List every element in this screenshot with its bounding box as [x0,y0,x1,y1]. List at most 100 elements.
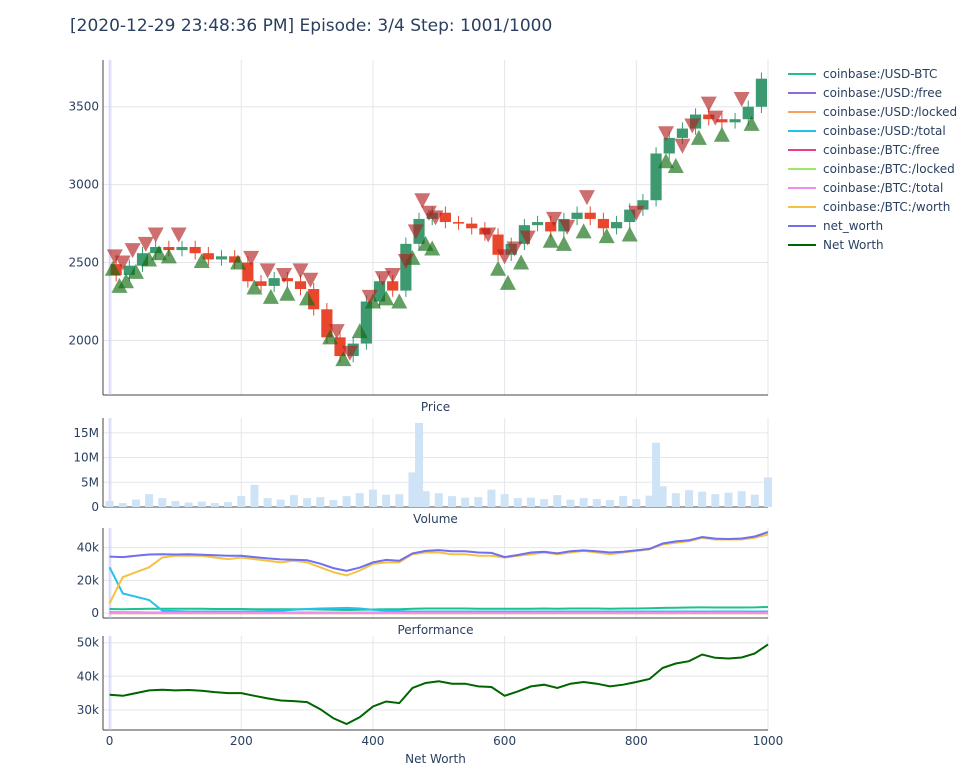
performance-panel: 0 20k 40k Performance [77,528,769,637]
volume-bar [329,500,338,507]
y-tick-label: 50k [77,636,99,650]
volume-bar [526,497,535,507]
candle-body [729,119,741,123]
start-marker [108,528,112,618]
buy-marker [299,290,316,306]
sell-marker [480,227,497,243]
sell-marker [341,345,358,361]
buy-marker [743,115,760,131]
volume-bar [197,501,206,507]
buy-marker [150,245,167,261]
legend-item[interactable]: coinbase:/USD:/free [788,86,942,100]
candle-body [123,265,135,276]
candle-body [202,253,214,260]
volume-bar [658,486,667,507]
sell-marker [707,110,724,126]
sell-marker [292,263,309,279]
x-tick-label: 600 [493,734,516,748]
candle-body [294,281,307,290]
volume-bar [171,501,180,507]
y-tick-label: 10M [73,451,99,465]
legend-item[interactable]: coinbase:/BTC:/free [788,143,940,157]
volume-bar [447,496,456,507]
y-tick-label: 2000 [68,333,99,347]
legend[interactable]: coinbase:/USD-BTC coinbase:/USD:/free coin… [788,67,957,252]
candle-body [255,281,267,286]
candle-body [242,262,254,282]
volume-bar [105,501,114,507]
buy-marker [262,288,279,304]
legend-item[interactable]: coinbase:/BTC:/total [788,181,943,195]
volume-bar [237,496,246,507]
volume-bar [316,497,325,507]
volume-bar [415,422,424,507]
volume-bar [684,490,693,507]
legend-label: coinbase:/USD:/locked [823,105,957,119]
legend-item[interactable]: coinbase:/BTC:/worth [788,200,950,214]
candle-body [229,256,241,263]
start-marker [108,636,112,730]
legend-item[interactable]: coinbase:/USD:/locked [788,105,957,119]
sell-marker [546,211,563,227]
y-tick-label: 40k [77,669,99,683]
volume-bar [605,500,614,507]
volume-bar [592,499,601,507]
sell-marker [733,91,750,107]
buy-marker [104,260,121,276]
net-worth-panel: 30k 40k 50k Net Worth 0 200 400 600 800 1000 [77,636,783,766]
legend-item[interactable]: Net Worth [788,238,884,252]
x-tick-label: 800 [625,734,648,748]
legend-item[interactable]: coinbase:/USD:/total [788,124,946,138]
buy-marker [111,277,128,293]
volume-bar [724,492,733,507]
legend-label: coinbase:/BTC:/free [823,143,940,157]
buy-marker [160,248,177,264]
sell-marker [276,268,293,284]
candle-body [334,337,346,357]
sell-marker [137,236,154,252]
volume-bar [652,442,661,507]
legend-item[interactable]: net_worth [788,219,883,233]
legend-label: coinbase:/USD:/free [823,86,942,100]
sell-marker [657,126,674,142]
volume-bar [737,491,746,507]
volume-bar [250,484,259,507]
buy-marker [621,226,638,242]
volume-bar [632,499,641,507]
volume-bar [566,499,575,507]
sell-marker [559,219,576,235]
legend-label: coinbase:/BTC:/total [823,181,943,195]
buy-marker [555,235,572,251]
candle-body [584,212,596,219]
y-tick-label: 20k [77,573,99,587]
buy-marker [351,323,368,339]
sell-marker [414,193,431,209]
buy-marker [364,293,381,309]
x-tick-label: 1000 [753,734,784,748]
sell-marker [427,210,444,226]
buy-marker [141,251,158,267]
legend-item[interactable]: coinbase:/USD-BTC [788,67,937,81]
price-panel: 2000 2500 3000 3500 Price [68,60,769,414]
sell-marker [170,227,187,243]
x-tick-label: 200 [230,734,253,748]
buy-marker [127,263,144,279]
candle-body [150,246,162,254]
y-tick-label: 15M [73,426,99,440]
volume-bar [645,495,654,507]
sell-marker [397,254,414,269]
subplot-label: Volume [413,512,458,526]
volume-bar [579,498,588,507]
volume-bar [540,499,549,507]
volume-bar [342,496,351,507]
candle-body [624,209,636,223]
volume-bar [382,494,391,507]
legend-label: Net Worth [823,238,884,252]
candle-body [136,253,149,266]
sell-marker [361,289,378,305]
sell-marker [384,268,401,284]
legend-item[interactable]: coinbase:/BTC:/locked [788,162,955,176]
candle-body [321,309,333,338]
candle-body [755,78,767,107]
volume-bar [421,491,430,507]
